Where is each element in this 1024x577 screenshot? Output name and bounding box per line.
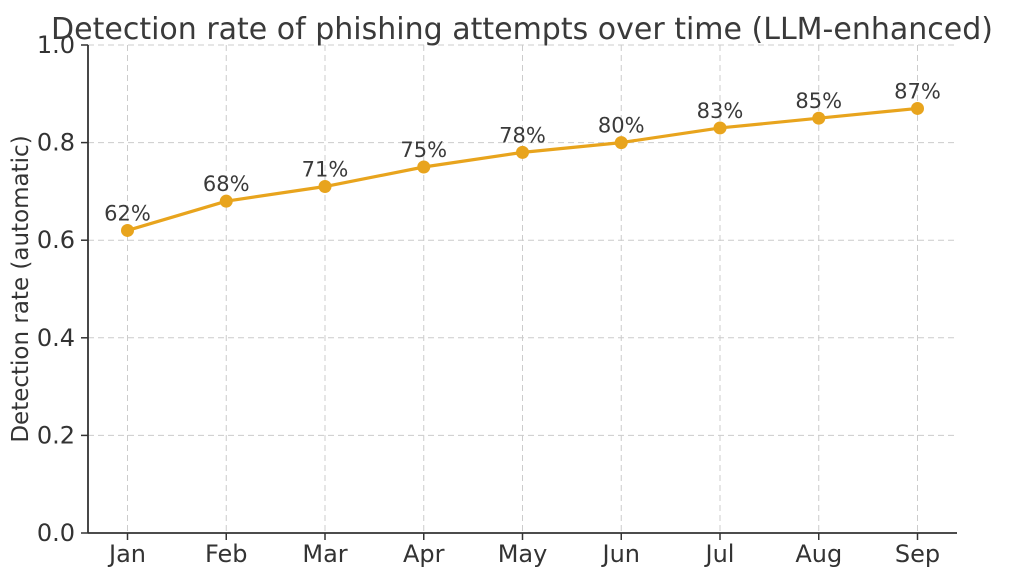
data-point-marker [911,101,924,115]
data-point-label: 62% [104,201,151,225]
y-tick-label: 1.0 [37,31,75,59]
data-point-label: 85% [795,89,842,113]
data-point-label: 80% [598,114,645,138]
x-tick-label: Mar [302,540,347,568]
data-point-marker [516,145,529,159]
data-point-label: 78% [499,123,546,147]
data-point-marker [812,111,826,125]
data-point-marker [318,180,332,194]
x-tick-label: Jun [601,540,641,568]
x-tick-label: Apr [403,540,445,568]
y-tick-label: 0.6 [37,226,75,254]
y-tick-label: 0.2 [37,421,75,449]
data-point-marker [219,194,233,208]
data-point-label: 68% [203,172,250,196]
y-tick-label: 0.8 [37,129,75,157]
x-tick-label: Sep [895,540,940,568]
y-tick-label: 0.4 [37,324,75,352]
x-tick-label: Feb [205,540,248,568]
x-tick-label: May [498,540,548,568]
x-tick-label: Jul [704,540,735,568]
data-point-marker [614,136,628,150]
data-point-label: 75% [400,138,447,162]
y-axis-label: Detection rate (automatic) [8,135,34,442]
x-tick-label: Aug [795,540,842,568]
data-point-label: 71% [302,158,349,182]
chart-plot-area: 0.0 0.2 0.4 0.6 0.8 1.0 Jan Feb Mar Apr May Jun Jul A… [37,31,957,568]
chart-title: Detection rate of phishing attempts over… [51,12,993,47]
data-point-marker [121,223,134,237]
data-point-label: 83% [697,99,744,123]
x-tick-label: Jan [107,540,146,568]
data-point-marker [417,160,431,174]
data-point-marker [713,121,727,135]
y-tick-label: 0.0 [37,519,75,547]
data-point-label: 87% [894,79,941,103]
